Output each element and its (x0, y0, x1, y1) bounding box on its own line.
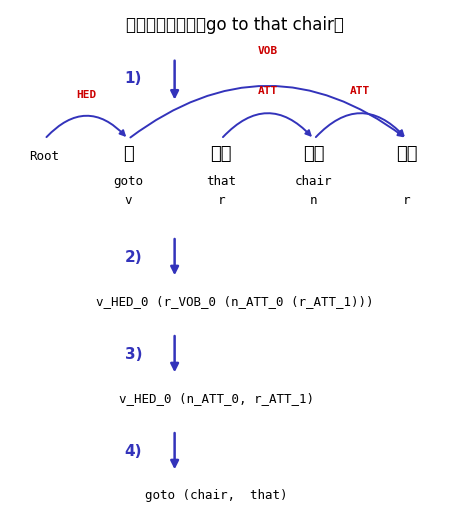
Text: ATT: ATT (350, 86, 370, 96)
Text: ATT: ATT (258, 86, 278, 96)
Text: 4): 4) (125, 444, 142, 458)
Text: goto: goto (113, 175, 143, 188)
Text: VOB: VOB (258, 46, 278, 56)
Text: chair: chair (295, 175, 333, 188)
Text: 2): 2) (125, 250, 142, 264)
Text: v: v (125, 195, 132, 207)
Text: 那个: 那个 (210, 145, 232, 163)
Text: 去: 去 (123, 145, 133, 163)
Text: n: n (310, 195, 318, 207)
Text: v_HED_0 (n_ATT_0, r_ATT_1): v_HED_0 (n_ATT_0, r_ATT_1) (119, 392, 314, 405)
Text: 椅子: 椅子 (303, 145, 325, 163)
Text: HED: HED (76, 90, 96, 100)
Text: goto (chair,  that): goto (chair, that) (145, 489, 288, 502)
Text: 那里: 那里 (396, 145, 417, 163)
Text: that: that (206, 175, 236, 188)
Text: v_HED_0 (r_VOB_0 (n_ATT_0 (r_ATT_1))): v_HED_0 (r_VOB_0 (n_ATT_0 (r_ATT_1))) (96, 295, 374, 308)
Text: 1): 1) (125, 72, 142, 86)
Text: r: r (217, 195, 225, 207)
Text: 3): 3) (125, 347, 142, 361)
Text: r: r (403, 195, 411, 207)
Text: 去那个椅子那里（go to that chair）: 去那个椅子那里（go to that chair） (126, 16, 344, 34)
Text: Root: Root (30, 150, 60, 163)
